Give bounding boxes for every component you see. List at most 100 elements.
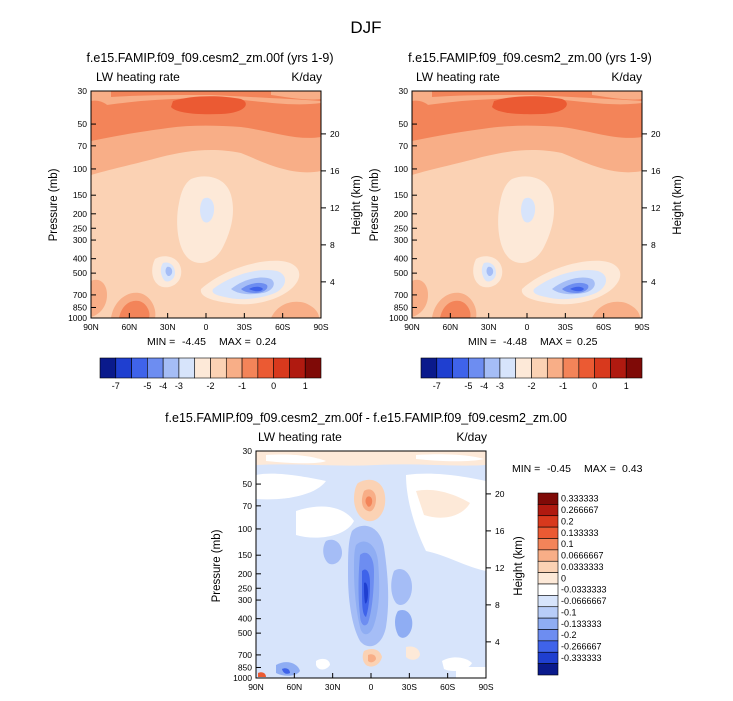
min-label: MIN = [147,336,175,348]
x-tick-label: 30N [160,322,176,332]
x-tick-label: 90S [634,322,649,332]
colorbar-swatch [178,357,196,379]
min-label: MIN = [512,463,540,475]
colorbar-label: -3 [496,381,504,391]
y-tick-label: 850 [238,662,252,672]
y-tick-label: 70 [78,141,88,151]
contour-field [412,91,642,318]
colorbar-swatch [241,357,259,379]
max-label: MAX = [540,336,572,348]
y-tick-label: 30 [243,446,253,456]
panel-left-string: LW heating rate [258,430,342,444]
y-tick-label: 300 [394,235,408,245]
panel-right-string: K/day [291,70,322,84]
colorbar-label: -0.0666667 [561,596,607,606]
panel-model-00f: f.e15.FAMIP.f09_f09.cesm2_zm.00f (yrs 1-… [48,51,363,391]
colorbar-label: -0.133333 [561,619,602,629]
y-tick-label: 200 [238,569,252,579]
colorbar-label: -7 [433,381,441,391]
y-tick-label: 1000 [68,313,87,323]
colorbar-label: -0.333333 [561,653,602,663]
colorbar-swatch [531,357,548,379]
y-tick-label: 50 [78,119,88,129]
y-tick-label: 70 [399,141,409,151]
y-axis-label: Pressure (mb) [48,168,60,241]
x-tick-label: 90N [83,322,99,332]
y2-tick-label: 12 [495,563,505,573]
x-tick-label: 60N [443,322,459,332]
x-tick-label: 30S [402,682,417,692]
y-tick-label: 1000 [233,673,252,683]
y-tick-label: 700 [73,290,87,300]
x-tick-label: 90S [478,682,493,692]
y-tick-label: 250 [73,223,87,233]
y-tick-label: 30 [78,86,88,96]
y-tick-label: 250 [394,223,408,233]
colorbar-swatch [537,617,559,630]
colorbar-swatch [537,583,559,596]
colorbar-swatch [537,504,559,517]
y-tick-label: 300 [73,235,87,245]
x-tick-label: 90N [404,322,420,332]
colorbar-swatch [483,357,501,379]
colorbar-swatch [436,357,453,379]
colorbar-label: -0.266667 [561,642,602,652]
y-tick-label: 30 [399,86,409,96]
colorbar-swatch [625,357,643,379]
y-tick-label: 100 [394,164,408,174]
colorbar-swatch [147,357,164,379]
colorbar-label: 0.0333333 [561,562,604,572]
y-tick-label: 50 [399,119,409,129]
max-label: MAX = [219,336,251,348]
y2-tick-label: 20 [330,129,340,139]
colorbar-swatch [537,538,559,551]
y2-tick-label: 12 [651,203,661,213]
y2-tick-label: 8 [651,240,656,250]
y-tick-label: 300 [238,595,252,605]
panel-title: f.e15.FAMIP.f09_f09.cesm2_zm.00 (yrs 1-9… [408,51,652,65]
colorbar-swatch [546,357,564,379]
colorbar-swatch [537,606,559,619]
x-tick-label: 30N [481,322,497,332]
figure-title: DJF [350,18,381,37]
colorbar-label: 0.333333 [561,494,599,504]
y-tick-label: 70 [243,501,253,511]
colorbar-swatch [610,357,627,379]
colorbar-swatch [537,549,559,562]
colorbar-label: 1 [303,381,308,391]
colorbar-swatch [420,357,438,379]
x-tick-label: 30N [325,682,341,692]
colorbar-label: -4 [159,381,167,391]
x-tick-label: 0 [204,322,209,332]
y2-tick-label: 4 [495,637,500,647]
colorbar-label: -2 [527,381,535,391]
y-tick-label: 500 [394,268,408,278]
colorbar-label: 0.0666667 [561,551,604,561]
colorbar-swatch [210,357,227,379]
colorbar-label: -2 [206,381,214,391]
y-axis-label: Pressure (mb) [211,529,223,602]
colorbar-label: 0 [561,573,566,583]
colorbar-label: -0.0333333 [561,585,607,595]
colorbar-swatch [162,357,180,379]
y-tick-label: 400 [73,254,87,264]
colorbar-label: 0.2 [561,516,574,526]
y2-tick-label: 16 [330,166,340,176]
colorbar-swatch [594,357,611,379]
colorbar-label: 0.133333 [561,528,599,538]
colorbar-label: -3 [175,381,183,391]
y-tick-label: 150 [394,190,408,200]
colorbar-label: -1 [238,381,246,391]
max-value: 0.43 [622,463,643,475]
colorbar-swatch [194,357,211,379]
x-tick-label: 30S [558,322,573,332]
y2-tick-label: 20 [495,489,505,499]
y2-tick-label: 4 [651,277,656,287]
y-tick-label: 250 [238,583,252,593]
panel-title: f.e15.FAMIP.f09_f09.cesm2_zm.00f (yrs 1-… [86,51,333,65]
y2-axis-label: Height (km) [513,536,525,596]
colorbar-swatch [273,357,290,379]
contour-field [256,451,486,678]
colorbar-swatch [515,357,532,379]
